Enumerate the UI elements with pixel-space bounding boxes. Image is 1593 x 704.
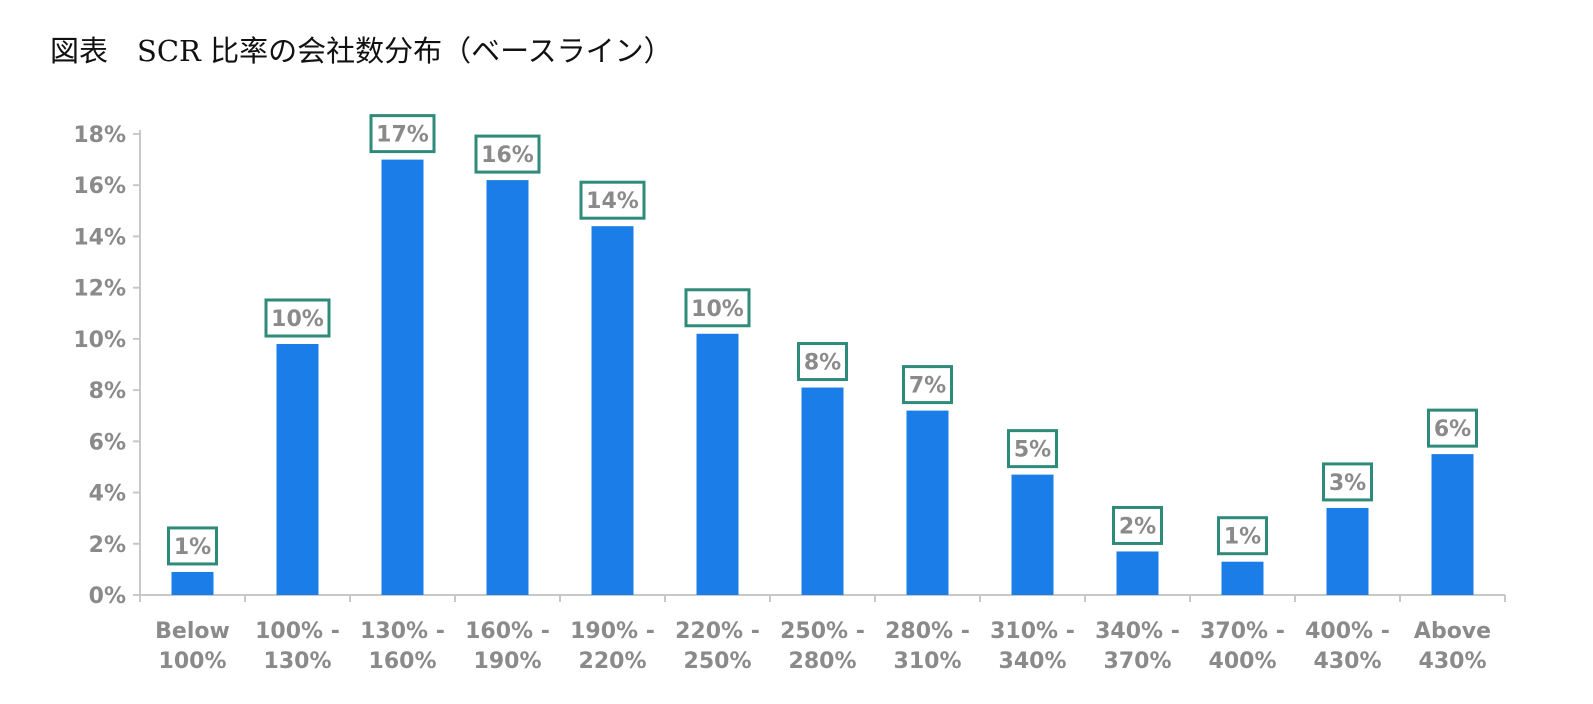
x-tick-label: 340% -370% (1095, 619, 1180, 674)
data-label-box (902, 365, 953, 405)
data-label: 6% (1434, 417, 1471, 442)
x-tick-label: 400% -430% (1305, 619, 1390, 674)
y-tick-label: 2% (89, 533, 126, 558)
data-label-box (1112, 505, 1163, 545)
x-tick-label: 190% -220% (570, 619, 655, 674)
data-label: 17% (376, 123, 429, 148)
data-label-box (167, 526, 218, 566)
data-label: 1% (174, 535, 211, 560)
x-tick-label: 220% -250% (675, 619, 760, 674)
data-label-box (1007, 429, 1058, 469)
data-label: 8% (804, 351, 841, 376)
x-tick-label: Below 100% (155, 619, 230, 674)
data-label-box (684, 288, 751, 328)
bar (1221, 561, 1264, 595)
y-tick-label: 18% (73, 123, 126, 148)
bar (906, 410, 949, 595)
data-label: 10% (271, 307, 324, 332)
data-label: 5% (1014, 438, 1051, 463)
bar (276, 344, 319, 595)
bar (1431, 454, 1474, 595)
data-label-box (474, 134, 541, 174)
data-label: 16% (481, 143, 534, 168)
x-tick-label: Above 430% (1414, 619, 1491, 674)
bar (1326, 507, 1369, 595)
x-tick-label: 250% -280% (780, 619, 865, 674)
data-label: 3% (1329, 471, 1366, 496)
bar (591, 226, 634, 595)
bar (381, 159, 424, 595)
y-tick-label: 12% (73, 277, 126, 302)
bar (801, 387, 844, 595)
data-label-box (369, 114, 436, 154)
bar (1011, 474, 1054, 595)
x-axis: Below 100% 100% -130% 130% -160% 160% -190% 1… (139, 594, 1506, 674)
x-tick-label: 130% -160% (360, 619, 445, 674)
chart-title: 図表 SCR 比率の会社数分布（ベースライン） (50, 34, 673, 68)
bar (1116, 551, 1159, 595)
data-label-box (1427, 408, 1478, 448)
y-tick-label: 14% (73, 225, 126, 250)
data-label-box (579, 180, 646, 220)
data-label-box (1217, 516, 1268, 556)
data-labels: 1% 10% 17% 16% 14% 10% 8% 7% 5% 2% 1% 3% 6% (167, 114, 1478, 566)
bar (171, 571, 214, 595)
x-tick-label: 280% -310% (885, 619, 970, 674)
y-tick-label: 6% (89, 430, 126, 455)
bar (696, 333, 739, 595)
x-tick-label: 160% -190% (465, 619, 550, 674)
data-label: 7% (909, 374, 946, 399)
x-tick-label: 370% -400% (1200, 619, 1285, 674)
bar (486, 180, 529, 595)
bars (171, 159, 1474, 595)
y-tick-label: 16% (73, 174, 126, 199)
y-tick-label: 8% (89, 379, 126, 404)
x-tick-label: 310% -340% (990, 619, 1075, 674)
x-tick-label: 100% -130% (255, 619, 340, 674)
data-label-box (797, 342, 848, 382)
y-tick-label: 10% (73, 328, 126, 353)
data-label: 10% (691, 297, 744, 322)
data-label: 1% (1224, 525, 1261, 550)
data-label-box (1322, 462, 1373, 502)
y-tick-label: 4% (89, 482, 126, 507)
data-label-box (264, 298, 331, 338)
y-axis: 0% 2% 4% 6% 8% 10% 12% 14% 16% 18% (73, 123, 141, 609)
y-tick-label: 0% (89, 584, 126, 609)
data-label: 2% (1119, 514, 1156, 539)
data-label: 14% (586, 189, 639, 214)
